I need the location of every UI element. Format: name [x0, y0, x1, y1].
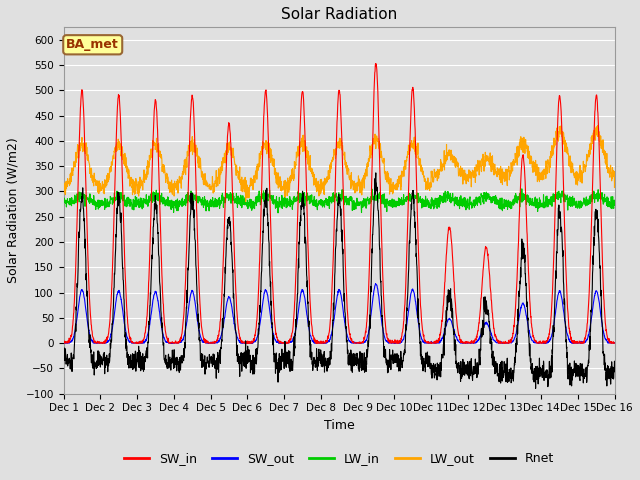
- X-axis label: Time: Time: [324, 419, 355, 432]
- Y-axis label: Solar Radiation (W/m2): Solar Radiation (W/m2): [7, 138, 20, 283]
- Text: BA_met: BA_met: [67, 38, 119, 51]
- Legend: SW_in, SW_out, LW_in, LW_out, Rnet: SW_in, SW_out, LW_in, LW_out, Rnet: [119, 447, 559, 470]
- Title: Solar Radiation: Solar Radiation: [281, 7, 397, 22]
